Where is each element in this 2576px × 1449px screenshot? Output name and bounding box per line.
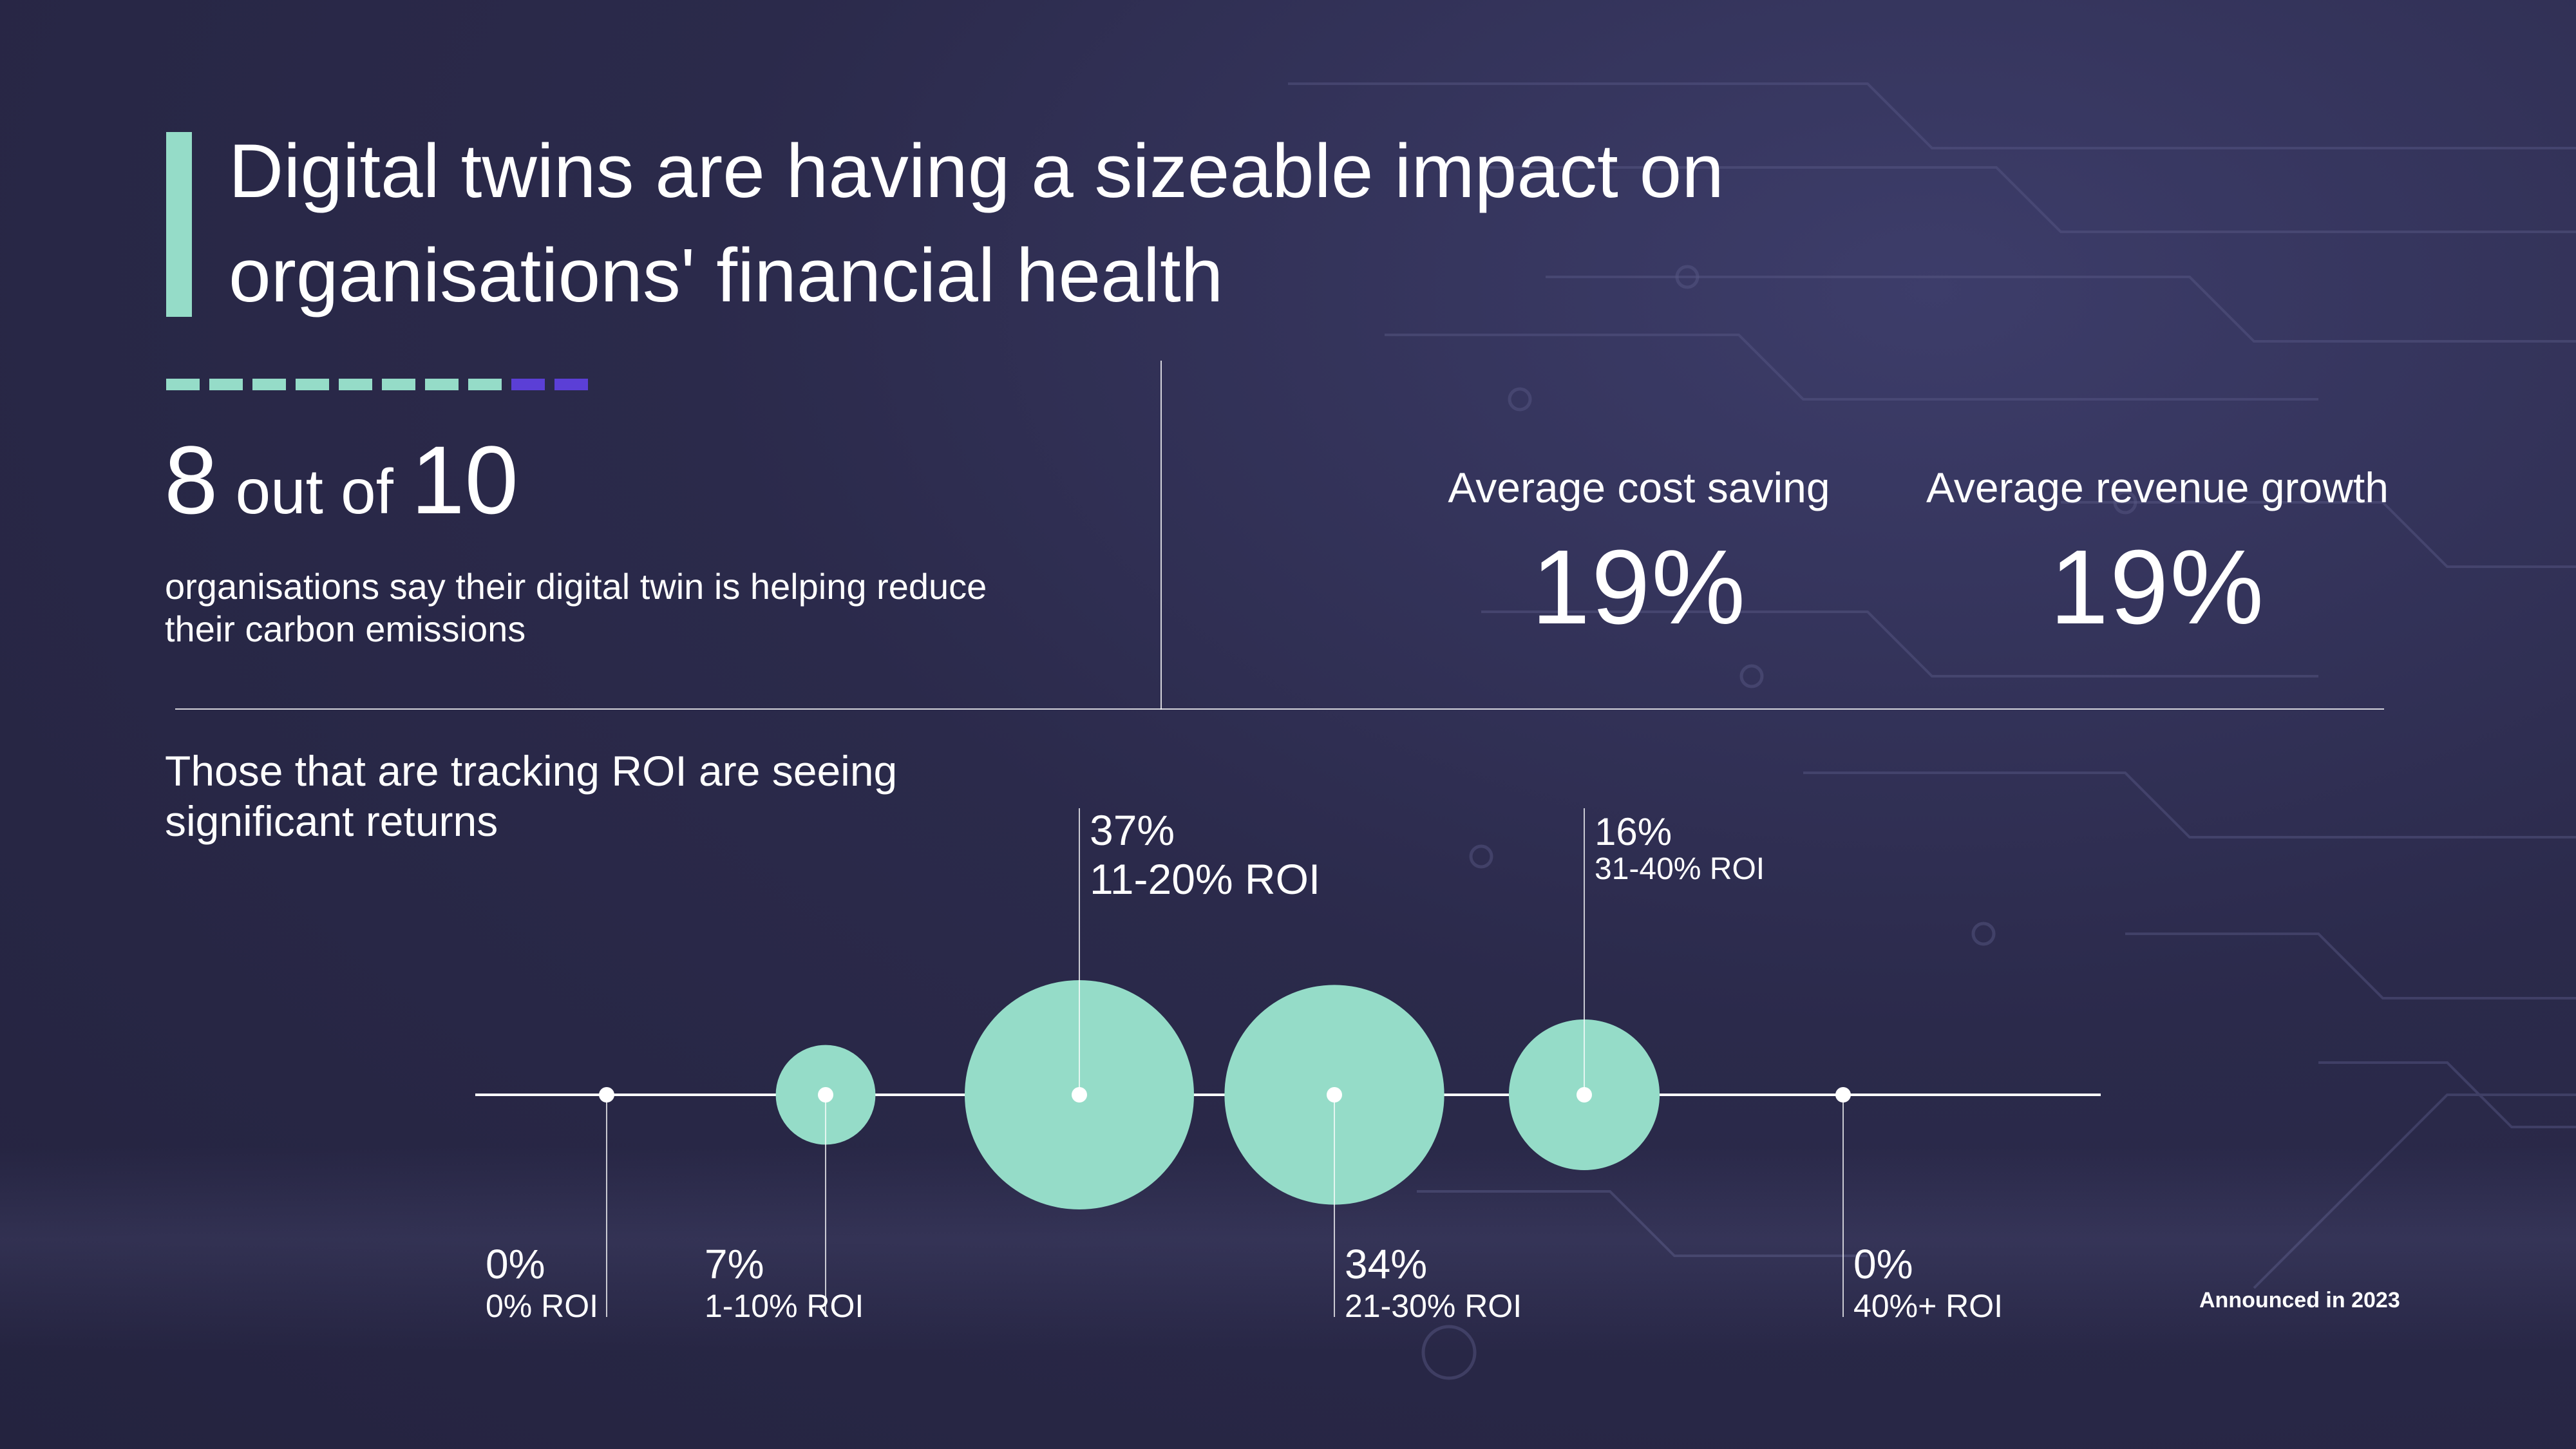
category-label-1: 0% ROI	[486, 1288, 598, 1324]
big-stat: 8 out of 10	[164, 428, 518, 543]
progress-dashes	[166, 379, 588, 390]
dash-1	[166, 379, 200, 390]
category-label-3: 11-20% ROI	[1090, 855, 1320, 903]
vertical-divider	[1160, 361, 1162, 710]
dash-5	[339, 379, 372, 390]
value-label-1: 0%	[486, 1241, 545, 1287]
dash-2	[209, 379, 243, 390]
title-accent-bar	[166, 132, 192, 317]
dash-4	[296, 379, 329, 390]
category-label-6: 40%+ ROI	[1853, 1288, 2003, 1324]
big-stat-middle: out of	[235, 456, 393, 527]
value-label-4: 34%	[1345, 1241, 1427, 1287]
dash-7	[425, 379, 459, 390]
dash-10	[554, 379, 588, 390]
category-label-2: 1-10% ROI	[705, 1288, 864, 1324]
footnote: Announced in 2023	[2199, 1288, 2400, 1312]
value-label-2: 7%	[705, 1241, 764, 1287]
metric-revenue-growth: Average revenue growth 19%	[1900, 459, 2415, 652]
value-label-3: 37%	[1090, 806, 1175, 854]
roi-heading: Those that are tracking ROI are seeing s…	[165, 747, 898, 845]
metric-cost-saving: Average cost saving 19%	[1381, 459, 1897, 652]
horizontal-divider	[175, 708, 2384, 710]
big-stat-number1: 8	[164, 426, 218, 534]
category-label-4: 21-30% ROI	[1345, 1288, 1522, 1324]
metric-revenue-growth-value: 19%	[2049, 528, 2266, 646]
category-label-5: 31-40% ROI	[1595, 852, 1765, 886]
metric-cost-saving-label: Average cost saving	[1448, 464, 1830, 511]
metric-revenue-growth-label: Average revenue growth	[1926, 464, 2389, 511]
dash-8	[468, 379, 502, 390]
value-label-6: 0%	[1853, 1241, 1913, 1287]
metric-cost-saving-value: 19%	[1531, 528, 1747, 646]
big-stat-description: organisations say their digital twin is …	[165, 566, 987, 649]
value-label-5: 16%	[1595, 810, 1672, 853]
dash-9	[511, 379, 545, 390]
page-title: Digital twins are having a sizeable impa…	[229, 129, 1724, 318]
dash-6	[382, 379, 415, 390]
dash-3	[252, 379, 286, 390]
big-stat-number2: 10	[411, 426, 518, 534]
